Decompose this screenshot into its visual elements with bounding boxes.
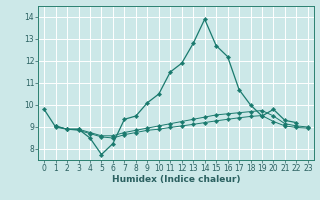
X-axis label: Humidex (Indice chaleur): Humidex (Indice chaleur) — [112, 175, 240, 184]
